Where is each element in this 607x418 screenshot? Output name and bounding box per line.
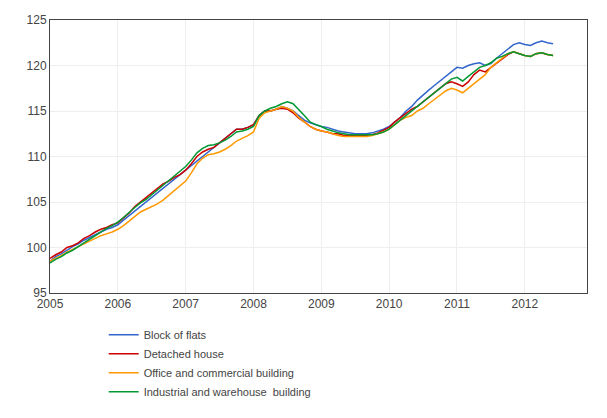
svg-text:2010: 2010	[376, 297, 403, 311]
svg-text:Office and commercial building: Office and commercial building	[144, 367, 294, 379]
svg-text:2011: 2011	[444, 297, 470, 311]
svg-text:Industrial and warehouse buil: Industrial and warehouse building	[144, 386, 311, 398]
svg-text:105: 105	[27, 195, 47, 209]
svg-text:100: 100	[27, 241, 47, 255]
svg-text:2008: 2008	[240, 297, 267, 311]
svg-text:125: 125	[27, 13, 47, 27]
svg-text:2006: 2006	[104, 297, 131, 311]
svg-text:2009: 2009	[308, 297, 335, 311]
svg-text:110: 110	[27, 150, 46, 164]
svg-text:115: 115	[27, 104, 46, 118]
svg-text:Block of flats: Block of flats	[144, 329, 207, 341]
svg-text:2005: 2005	[37, 297, 64, 311]
svg-text:120: 120	[27, 59, 47, 73]
svg-text:2012: 2012	[511, 297, 538, 311]
svg-text:Detached house: Detached house	[144, 348, 224, 360]
svg-text:95: 95	[33, 286, 47, 300]
svg-text:2007: 2007	[172, 297, 199, 311]
